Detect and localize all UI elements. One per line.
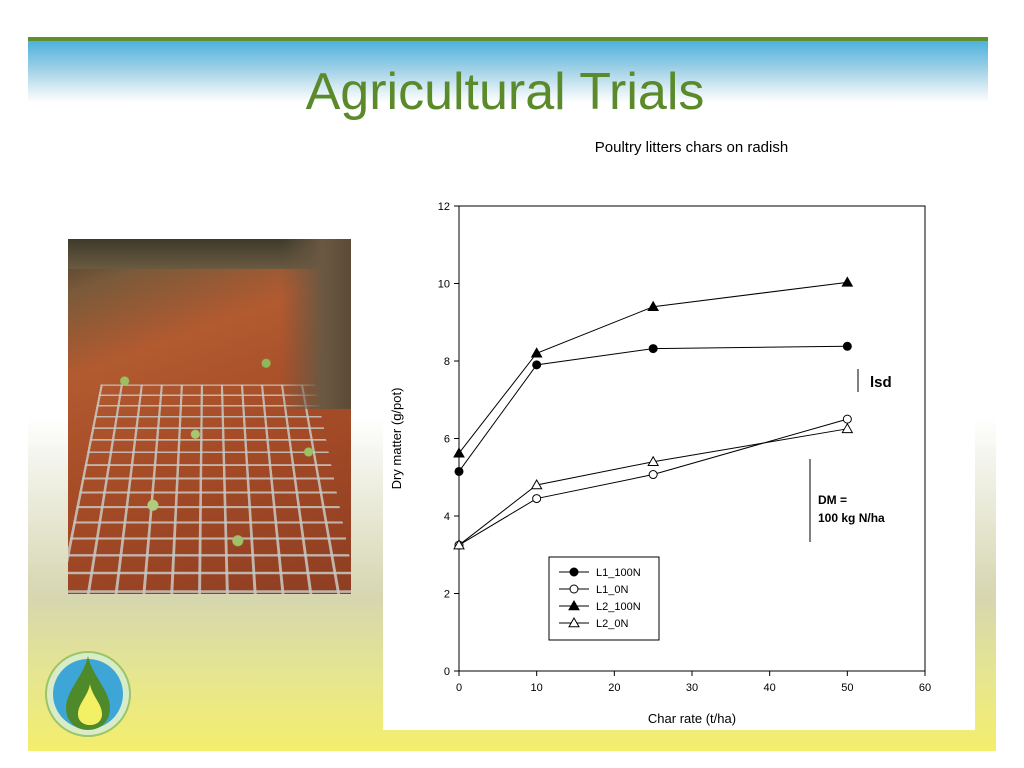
- y-tick-label: 0: [444, 666, 450, 678]
- y-tick-label: 12: [438, 201, 450, 213]
- series-layer: [454, 277, 852, 549]
- x-axis-label: Char rate (t/ha): [648, 711, 736, 726]
- x-tick-label: 60: [919, 682, 931, 694]
- data-point: [842, 424, 852, 433]
- seedling-tray-photo: [68, 239, 351, 594]
- legend: L1_100N L1_0N L2_100N L2_0N: [549, 557, 659, 640]
- y-tick-label: 4: [444, 511, 450, 523]
- plot-frame: [459, 206, 925, 671]
- series-line: [459, 429, 847, 545]
- x-tick-label: 50: [841, 682, 853, 694]
- legend-label: L1_0N: [596, 584, 628, 596]
- x-tick-label: 40: [764, 682, 776, 694]
- y-tick-label: 6: [444, 434, 450, 446]
- y-tick-label: 2: [444, 589, 450, 601]
- series-l1-0n: [455, 415, 851, 549]
- data-point: [454, 448, 464, 457]
- series-l2-0n: [454, 424, 852, 549]
- y-axis-label: Dry matter (g/pot): [389, 388, 404, 490]
- data-point: [532, 348, 542, 357]
- legend-label: L2_100N: [596, 601, 641, 613]
- x-tick-label: 0: [456, 682, 462, 694]
- annotation-layer: lsd DM = 100 kg N/ha: [810, 369, 892, 542]
- x-tick-label: 20: [608, 682, 620, 694]
- series-l2-100n: [454, 277, 852, 457]
- legend-marker: [570, 568, 578, 576]
- legend-label: L2_0N: [596, 618, 628, 630]
- line-chart: 0 10 20 30 40 50 60 0 2 4 6 8 10 12 Char rate (t/ha) Dr…: [383, 133, 975, 730]
- x-tick-label: 30: [686, 682, 698, 694]
- lsd-label: lsd: [870, 374, 892, 391]
- data-point: [455, 467, 463, 475]
- dm-label-line2: 100 kg N/ha: [818, 511, 885, 525]
- data-point: [649, 471, 657, 479]
- data-point: [843, 342, 851, 350]
- legend-label: L1_100N: [596, 567, 641, 579]
- dm-label-line1: DM =: [818, 493, 847, 507]
- photo-wall-right: [281, 239, 351, 409]
- series-l1-100n: [455, 342, 851, 475]
- legend-marker: [570, 585, 578, 593]
- slide-title: Agricultural Trials: [0, 62, 1010, 122]
- data-point: [649, 345, 657, 353]
- axes-layer: 0 10 20 30 40 50 60 0 2 4 6 8 10 12 Char rate (t/ha) Dr…: [389, 201, 931, 726]
- x-tick-label: 10: [531, 682, 543, 694]
- data-point: [842, 277, 852, 286]
- data-point: [843, 415, 851, 423]
- y-tick-label: 10: [438, 279, 450, 291]
- flame-drop-logo-icon: [44, 650, 132, 738]
- data-point: [533, 361, 541, 369]
- data-point: [533, 495, 541, 503]
- y-tick-label: 8: [444, 356, 450, 368]
- series-line: [459, 346, 847, 471]
- series-line: [459, 419, 847, 545]
